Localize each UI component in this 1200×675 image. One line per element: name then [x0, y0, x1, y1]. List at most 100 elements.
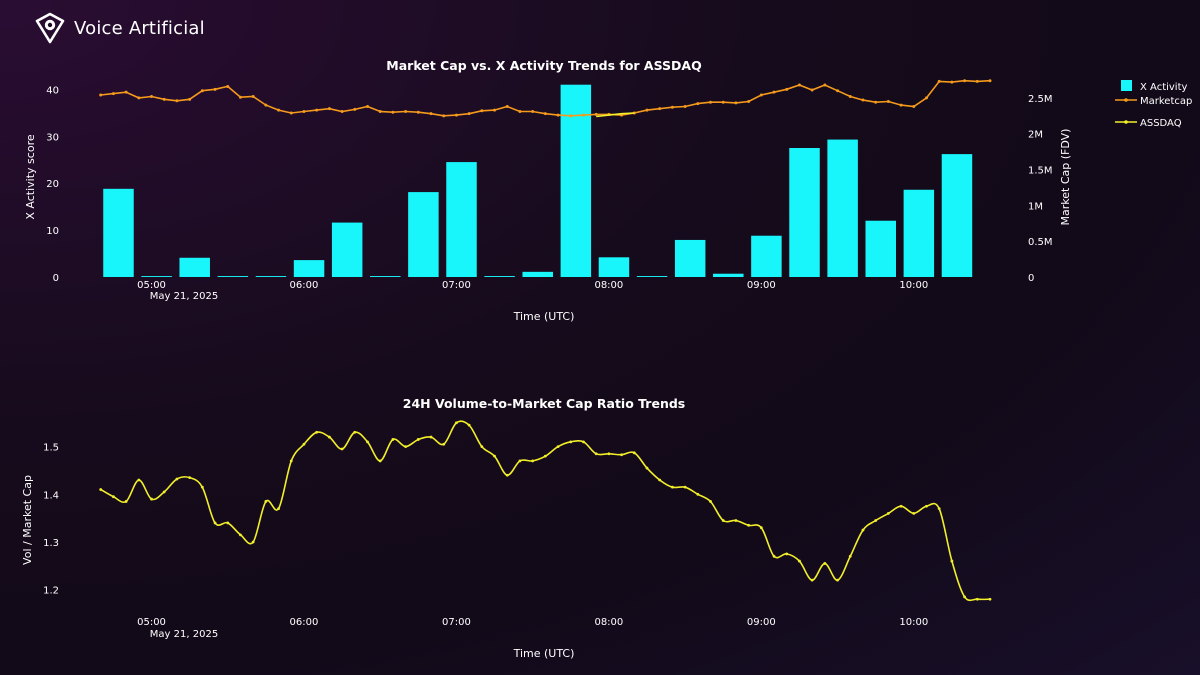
activity-bars — [103, 84, 973, 277]
ratio-point — [925, 504, 928, 508]
ratio-point — [162, 490, 166, 494]
activity-bar — [903, 189, 935, 277]
ratio-point — [670, 485, 674, 489]
x-tick-label: 10:00 — [899, 617, 928, 628]
marketcap-point — [302, 110, 306, 114]
ratio-point — [975, 597, 979, 601]
marketcap-point — [658, 107, 662, 111]
marketcap-point — [886, 99, 890, 103]
ratio-point — [315, 430, 319, 434]
marketcap-activity-chart: Market Cap vs. X Activity Trends for ASS… — [24, 58, 1192, 323]
marketcap-point — [188, 97, 192, 101]
ratio-point — [378, 459, 382, 463]
marketcap-point — [645, 108, 649, 112]
marketcap-point — [213, 87, 217, 91]
activity-bar — [179, 257, 210, 277]
ratio-point — [150, 497, 153, 501]
activity-bar — [331, 222, 363, 277]
marketcap-point — [747, 99, 751, 103]
marketcap-point — [315, 108, 319, 112]
chart1-title: Market Cap vs. X Activity Trends for ASS… — [386, 58, 701, 73]
activity-bar — [674, 239, 706, 277]
y-tick-label: 1.3 — [43, 538, 59, 549]
marketcap-point — [556, 113, 560, 117]
activity-bar — [827, 139, 858, 277]
marketcap-point — [950, 80, 954, 84]
ratio-point — [582, 440, 585, 444]
marketcap-point — [772, 90, 776, 94]
x-tick-label: 06:00 — [290, 617, 319, 628]
ratio-point — [861, 528, 865, 532]
marketcap-point — [797, 83, 801, 87]
marketcap-point — [874, 100, 878, 104]
activity-bar — [370, 276, 401, 277]
marketcap-point — [785, 87, 789, 91]
ratio-point — [785, 552, 789, 556]
x-tick-label: 09:00 — [747, 617, 776, 628]
y2-axis-ticks: 0 0.5M 1M 1.5M 2M 2.5M — [1028, 94, 1053, 284]
activity-bar — [293, 260, 325, 277]
ratio-point — [366, 440, 369, 444]
y2-tick-label: 2.5M — [1028, 94, 1053, 105]
ratio-point — [340, 447, 344, 451]
marketcap-point — [963, 79, 967, 83]
marketcap-point — [937, 79, 941, 83]
ratio-point — [493, 454, 496, 458]
marketcap-point — [175, 99, 179, 103]
marketcap-point — [975, 79, 979, 83]
x-tick-label: 08:00 — [594, 617, 623, 628]
ratio-point — [239, 533, 242, 537]
x-tick-label: 05:00 — [137, 617, 166, 628]
y2-tick-label: 2M — [1028, 130, 1043, 141]
activity-bar — [751, 235, 782, 277]
marketcap-point — [200, 89, 204, 93]
x-date-label: May 21, 2025 — [150, 629, 218, 640]
legend-marketcap-label: Marketcap — [1140, 96, 1192, 107]
ratio-point — [683, 485, 687, 489]
marketcap-point — [429, 112, 433, 116]
x-axis-ticks: 05:00 06:00 07:00 08:00 09:00 10:00 — [137, 280, 928, 291]
legend-marketcap-marker — [1124, 98, 1128, 102]
y2-axis-label: Market Cap (FDV) — [1059, 129, 1072, 226]
marketcap-point — [861, 98, 865, 102]
marketcap-point — [264, 103, 268, 107]
marketcap-point — [442, 114, 446, 118]
activity-bar — [217, 276, 249, 277]
marketcap-point — [569, 114, 573, 118]
marketcap-point — [251, 94, 255, 98]
marketcap-point — [683, 105, 687, 109]
ratio-point — [721, 519, 725, 522]
activity-bar — [713, 273, 744, 277]
legend-assdaq-marker — [1124, 120, 1128, 124]
marketcap-point — [759, 93, 763, 97]
ratio-point — [467, 423, 471, 427]
ratio-point — [823, 562, 827, 565]
x-tick-label: 07:00 — [442, 280, 471, 291]
y-axis-label: Vol / Market Cap — [21, 475, 34, 565]
ratio-point — [124, 500, 128, 503]
ratio-point — [543, 454, 547, 458]
ratio-point — [645, 466, 649, 470]
x-tick-label: 07:00 — [442, 617, 471, 628]
ratio-point — [759, 526, 763, 530]
ratio-point — [620, 453, 623, 457]
ratio-point — [734, 519, 738, 522]
x-axis-label: Time (UTC) — [513, 310, 575, 323]
ratio-point — [137, 478, 141, 482]
assdaq-line — [596, 112, 635, 118]
ratio-point — [836, 578, 839, 582]
y-tick-label: 20 — [46, 179, 59, 190]
ratio-point — [607, 452, 611, 456]
ratio-point — [480, 445, 484, 449]
marketcap-point — [238, 95, 242, 99]
marketcap-point — [226, 84, 230, 88]
ratio-point — [251, 540, 255, 544]
ratio-point — [709, 500, 712, 503]
y2-tick-label: 1M — [1028, 201, 1043, 212]
x-axis-label: Time (UTC) — [513, 647, 575, 660]
y-tick-label: 1.5 — [43, 443, 59, 454]
marketcap-point — [162, 97, 166, 101]
marketcap-point — [327, 107, 331, 111]
ratio-point — [696, 492, 700, 496]
